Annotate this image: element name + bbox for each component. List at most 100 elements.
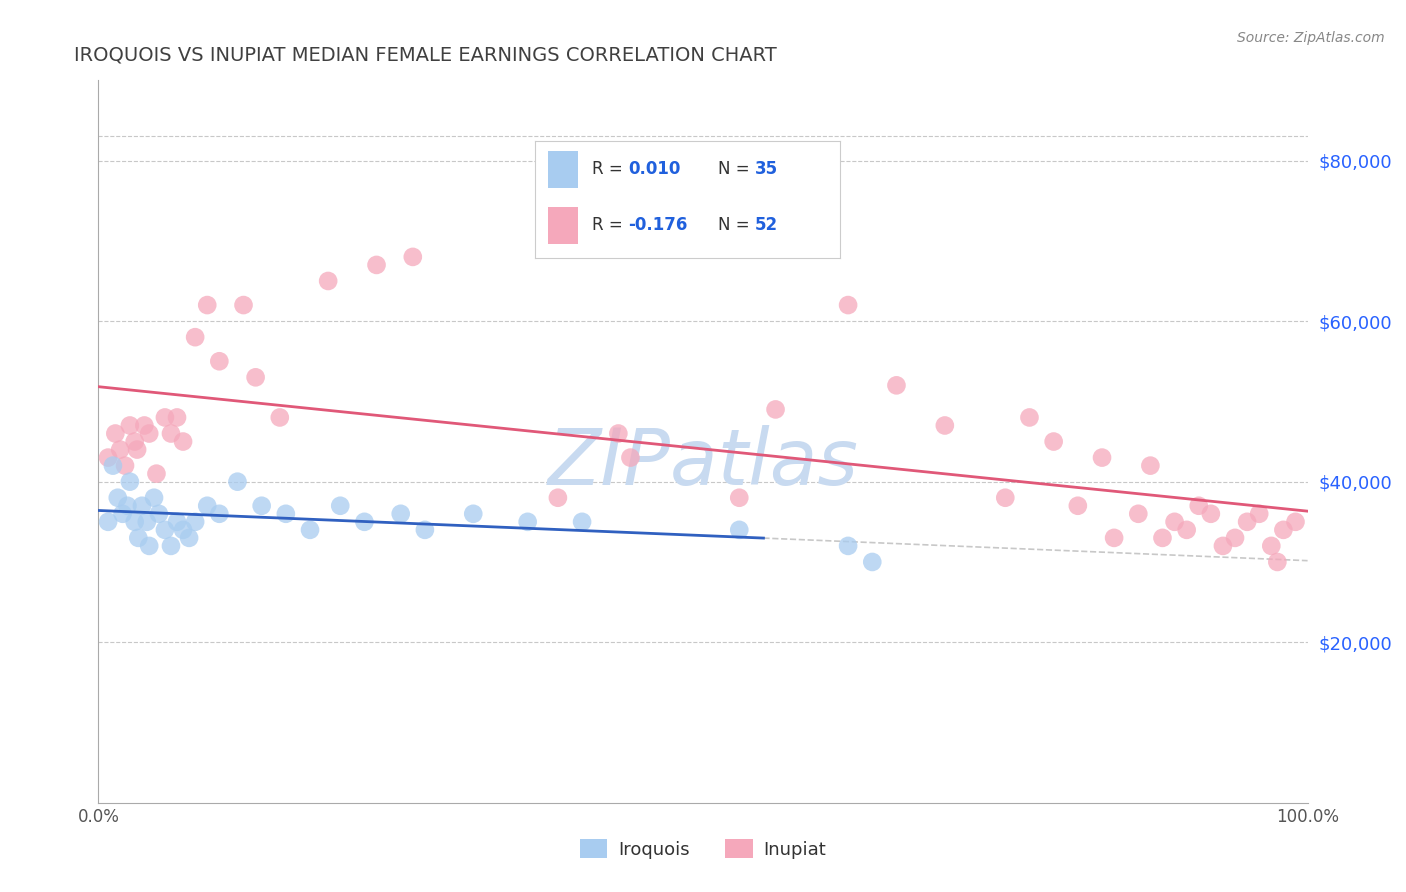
Point [101,458,124,473]
Point [1188,499,1211,513]
Point [153,410,176,425]
Point [97,450,120,465]
Point [1175,523,1198,537]
Point [765,402,787,417]
Point [274,507,297,521]
Point [547,491,569,505]
Point [1139,458,1161,473]
Point [860,555,883,569]
Point [1267,555,1289,569]
Point [571,515,593,529]
Point [402,250,425,264]
Point [607,426,630,441]
Text: Source: ZipAtlas.com: Source: ZipAtlas.com [1237,31,1385,45]
Text: R =: R = [592,217,627,235]
Point [934,418,956,433]
Point [728,523,751,537]
Point [111,507,134,521]
Point [1152,531,1174,545]
Text: N =: N = [718,217,755,235]
Point [138,539,160,553]
Point [148,507,170,521]
Point [153,523,176,537]
Point [124,434,146,449]
Point [837,539,859,553]
Point [299,523,322,537]
Text: R =: R = [592,161,627,178]
Point [353,515,375,529]
Point [728,491,751,505]
Text: ZIPatlas: ZIPatlas [547,425,859,501]
Point [1067,499,1090,513]
Point [118,418,141,433]
Point [127,442,149,457]
Point [619,450,641,465]
Point [389,507,412,521]
Point [1091,450,1114,465]
Text: 0.010: 0.010 [628,161,681,178]
Text: IROQUOIS VS INUPIAT MEDIAN FEMALE EARNINGS CORRELATION CHART: IROQUOIS VS INUPIAT MEDIAN FEMALE EARNIN… [75,45,778,65]
Point [104,426,127,441]
Point [208,354,231,368]
Text: 35: 35 [755,161,778,178]
FancyBboxPatch shape [547,151,578,188]
Text: 52: 52 [755,217,778,235]
FancyBboxPatch shape [547,207,578,244]
Point [134,418,156,433]
Text: N =: N = [718,161,755,178]
Point [1018,410,1040,425]
Point [226,475,249,489]
Point [245,370,267,384]
Point [269,410,291,425]
Point [172,523,194,537]
Point [127,531,149,545]
Point [886,378,908,392]
Point [413,523,436,537]
Point [250,499,273,513]
Legend: Iroquois, Inupiat: Iroquois, Inupiat [572,832,834,866]
Point [166,410,188,425]
Point [329,499,352,513]
Point [114,458,136,473]
Point [118,475,141,489]
Point [1163,515,1185,529]
Point [195,499,218,513]
Point [463,507,485,521]
Point [135,515,157,529]
Point [516,515,538,529]
Point [1260,539,1282,553]
Point [837,298,859,312]
Point [366,258,388,272]
Point [195,298,218,312]
Point [1223,531,1246,545]
Point [143,491,166,505]
Point [1128,507,1150,521]
Point [166,515,188,529]
Point [179,531,201,545]
Point [145,467,167,481]
Point [232,298,254,312]
Point [1272,523,1295,537]
Point [124,515,146,529]
Point [1102,531,1125,545]
Point [108,442,131,457]
Point [1212,539,1234,553]
Point [97,515,120,529]
Point [184,330,207,344]
Point [117,499,139,513]
Point [1199,507,1222,521]
Point [184,515,207,529]
Point [1249,507,1271,521]
Point [138,426,160,441]
Point [208,507,231,521]
Point [994,491,1017,505]
Point [160,426,183,441]
Point [1236,515,1258,529]
Point [160,539,183,553]
Point [107,491,129,505]
Point [1284,515,1306,529]
Point [1042,434,1064,449]
Point [172,434,194,449]
Text: -0.176: -0.176 [628,217,688,235]
Point [316,274,339,288]
